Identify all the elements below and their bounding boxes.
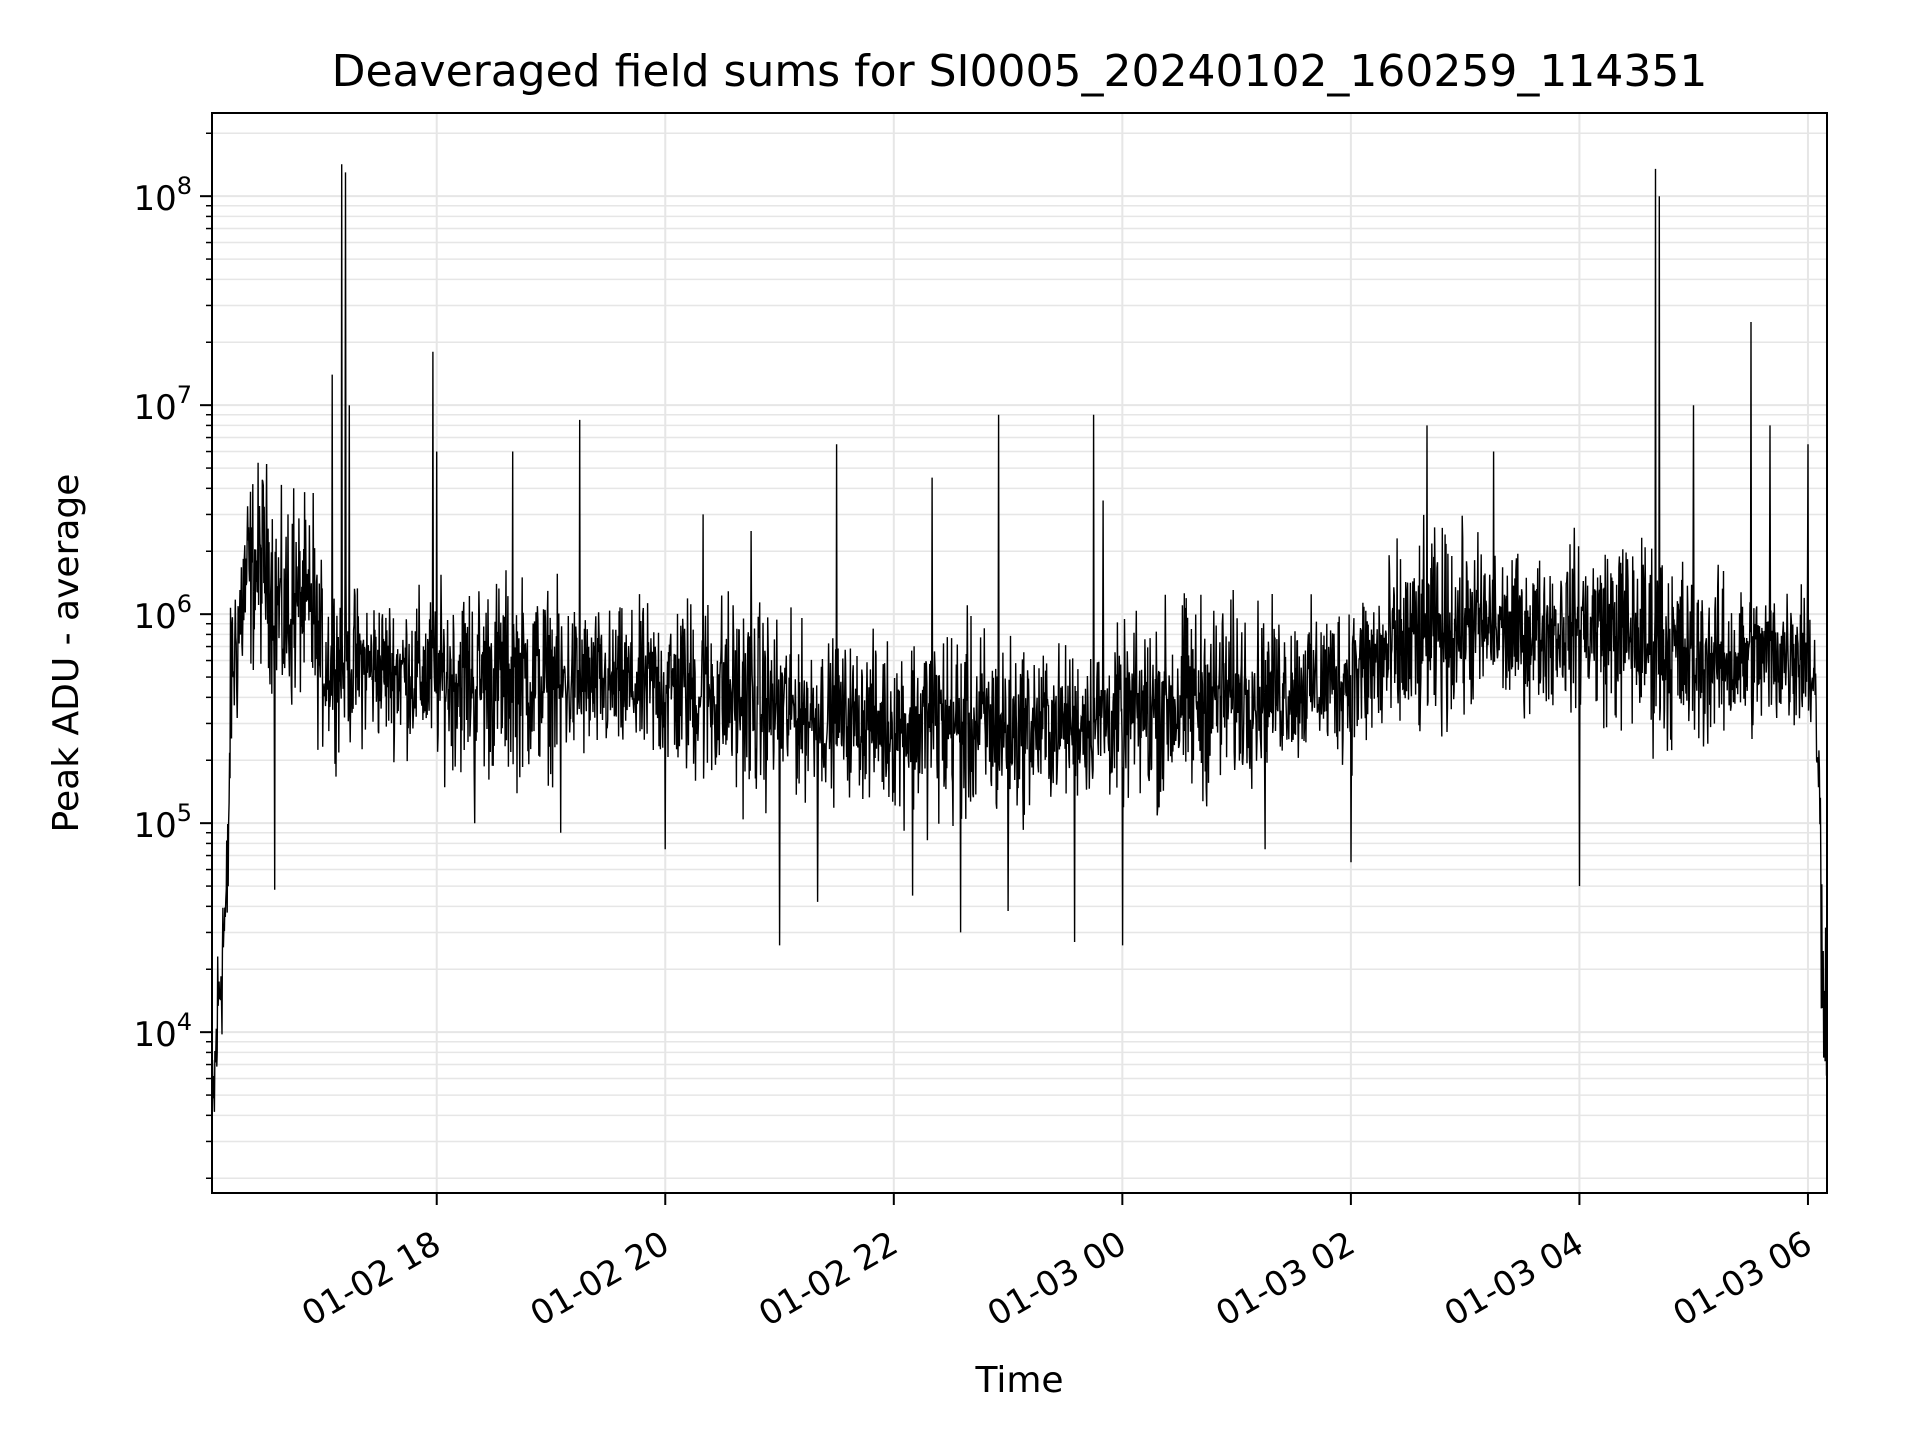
- chart-title: Deaveraged field sums for SI0005_2024010…: [332, 46, 1708, 97]
- grid: [212, 113, 1827, 1193]
- y-axis-ticks: 104 105 106 107 108: [133, 132, 212, 1179]
- y-tick-label: 104: [133, 1008, 192, 1055]
- y-tick-label: 108: [133, 172, 192, 219]
- x-axis-label: Time: [974, 1360, 1063, 1401]
- y-tick-label: 106: [133, 590, 192, 637]
- data-series-line: [211, 164, 1828, 1134]
- y-tick-label: 105: [133, 799, 192, 846]
- y-tick-label: 107: [133, 381, 192, 428]
- plot-frame: [211, 112, 1828, 1194]
- y-axis-label: Peak ADU - average: [46, 474, 87, 833]
- series-group: [211, 164, 1828, 1134]
